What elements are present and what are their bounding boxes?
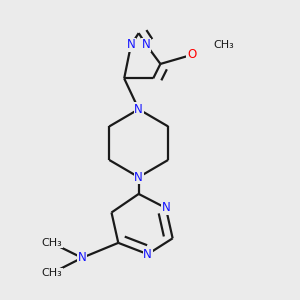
Text: CH₃: CH₃ (41, 268, 62, 278)
Text: CH₃: CH₃ (41, 238, 62, 248)
Text: N: N (142, 38, 151, 51)
Text: O: O (187, 48, 196, 62)
Text: N: N (134, 103, 143, 116)
Text: N: N (143, 248, 152, 261)
Text: N: N (161, 202, 170, 214)
Text: N: N (127, 38, 135, 51)
Text: N: N (78, 251, 86, 264)
Text: N: N (134, 171, 143, 184)
Text: CH₃: CH₃ (213, 40, 234, 50)
